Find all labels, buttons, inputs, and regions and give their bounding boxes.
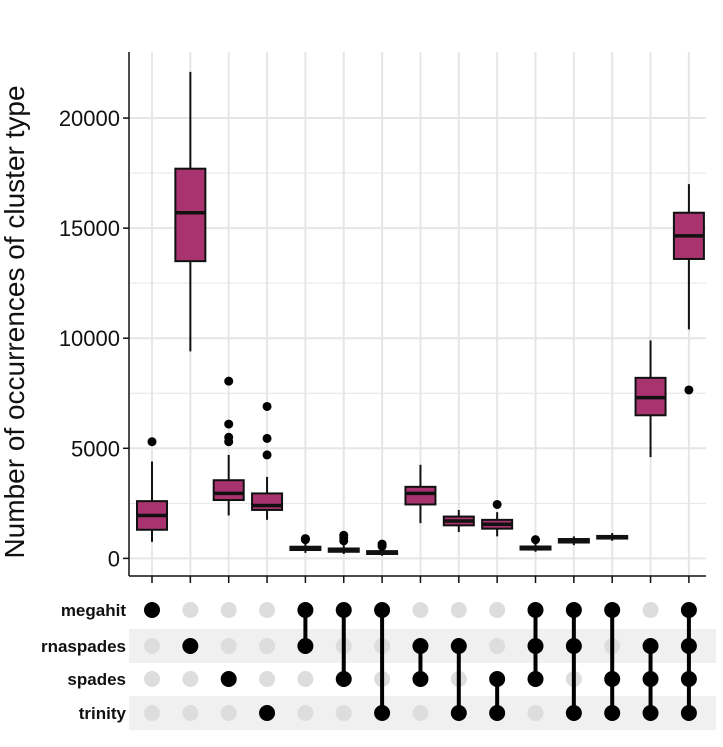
- y-tick-label: 5000: [71, 436, 120, 461]
- matrix-dot-inactive: [297, 705, 314, 721]
- matrix-dot-inactive: [412, 705, 429, 721]
- box: [404, 485, 437, 506]
- matrix-dot-inactive: [412, 602, 429, 618]
- matrix-dot-active: [680, 671, 697, 687]
- set-label-trinity: trinity: [79, 704, 127, 723]
- matrix-dot-inactive: [144, 671, 160, 687]
- matrix-dot-active: [412, 671, 429, 687]
- matrix-dot-active: [680, 705, 697, 721]
- box: [174, 167, 207, 263]
- matrix-dot-inactive: [182, 705, 199, 721]
- matrix-dot-active: [565, 602, 582, 618]
- y-tick-label: 15000: [59, 216, 120, 241]
- box: [212, 479, 245, 502]
- matrix-dot-active: [374, 705, 391, 721]
- matrix-dot-inactive: [450, 602, 467, 618]
- set-label-rnaspades: rnaspades: [41, 637, 126, 656]
- outlier-point: [492, 499, 502, 509]
- matrix-dot-inactive: [220, 602, 237, 618]
- matrix-dot-active: [335, 671, 352, 687]
- matrix-dot-active: [489, 705, 506, 721]
- matrix-dot-active: [450, 638, 467, 654]
- matrix-dot-active: [680, 638, 697, 654]
- y-tick-label: 10000: [59, 326, 120, 351]
- outlier-point: [224, 432, 234, 442]
- matrix-dot-active: [489, 671, 506, 687]
- matrix-dot-inactive: [489, 638, 506, 654]
- y-tick-label: 0: [108, 546, 120, 571]
- outlier-point: [300, 534, 310, 544]
- matrix-dot-inactive: [259, 671, 276, 687]
- matrix-dot-inactive: [220, 705, 237, 721]
- matrix-dot-active: [412, 638, 429, 654]
- outlier-point: [377, 539, 387, 549]
- outlier-point: [147, 437, 157, 447]
- matrix-dot-active: [680, 602, 697, 618]
- matrix-dot-inactive: [335, 705, 352, 721]
- matrix-dot-active: [374, 602, 391, 618]
- outlier-point: [531, 535, 540, 545]
- outlier-point: [262, 450, 272, 460]
- outlier-point: [224, 376, 234, 386]
- matrix-dot-active: [182, 638, 199, 654]
- matrix-dot-active: [297, 602, 314, 618]
- matrix-dot-active: [604, 671, 621, 687]
- matrix-dot-active: [642, 671, 659, 687]
- matrix-dot-active: [527, 638, 544, 654]
- matrix-dot-active: [642, 705, 659, 721]
- y-axis-title: Number of occurrences of cluster type: [0, 85, 30, 558]
- matrix-dot-active: [565, 705, 582, 721]
- matrix-dot-inactive: [182, 602, 199, 618]
- matrix-dot-inactive: [144, 638, 160, 654]
- y-tick-label: 20000: [59, 106, 120, 131]
- matrix-dot-active: [527, 602, 544, 618]
- matrix-dot-inactive: [182, 671, 199, 687]
- matrix-dot-inactive: [297, 671, 314, 687]
- box: [251, 492, 284, 511]
- matrix-dot-active: [144, 602, 160, 618]
- matrix-dot-active: [259, 705, 276, 721]
- outlier-point: [684, 385, 694, 395]
- matrix-dot-active: [604, 705, 621, 721]
- outlier-point: [262, 401, 272, 411]
- matrix-dot-inactive: [527, 705, 544, 721]
- set-label-megahit: megahit: [61, 601, 127, 620]
- outlier-point: [339, 530, 349, 540]
- outlier-point: [262, 433, 272, 443]
- outlier-point: [224, 419, 234, 429]
- set-label-spades: spades: [67, 670, 126, 689]
- matrix-dot-active: [604, 602, 621, 618]
- matrix-dot-inactive: [220, 638, 237, 654]
- matrix-dot-active: [527, 671, 544, 687]
- matrix-dot-active: [642, 638, 659, 654]
- matrix-dot-inactive: [259, 602, 276, 618]
- matrix-dot-active: [220, 671, 237, 687]
- matrix-dot-inactive: [642, 602, 659, 618]
- matrix-dot-active: [565, 638, 582, 654]
- matrix-dot-inactive: [259, 638, 276, 654]
- matrix-dot-active: [450, 705, 467, 721]
- matrix-dot-inactive: [489, 602, 506, 618]
- matrix-dot-inactive: [144, 705, 160, 721]
- matrix-dot-active: [335, 602, 352, 618]
- matrix-dot-active: [297, 638, 314, 654]
